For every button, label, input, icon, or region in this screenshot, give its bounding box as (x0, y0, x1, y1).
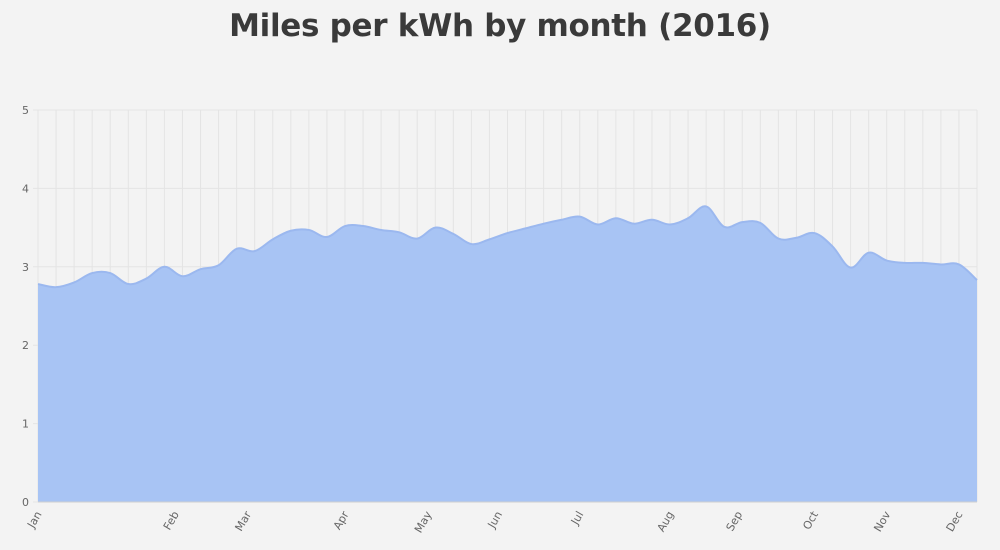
series-area (38, 206, 977, 502)
y-tick-label: 1 (22, 418, 29, 431)
y-tick-label: 5 (22, 104, 29, 117)
chart-title: Miles per kWh by month (2016) (229, 8, 771, 44)
x-tick-label: Sep (724, 509, 746, 533)
x-tick-label: Jul (568, 509, 586, 528)
x-tick-label: Apr (331, 509, 352, 532)
series-line (37, 205, 978, 289)
x-tick-label: Nov (871, 509, 893, 535)
x-tick-label: Oct (800, 508, 821, 532)
x-tick-labels: Jan Feb Mar Apr May Jun Jul Aug Sep Oct Nov Dec (24, 508, 965, 535)
y-tick-labels: 0 1 2 3 4 5 (22, 104, 29, 509)
x-tick-label: Mar (232, 509, 254, 534)
y-tick-label: 0 (22, 496, 29, 509)
x-tick-label: Feb (161, 509, 182, 532)
x-tick-label: May (412, 509, 435, 536)
x-tick-label: Aug (655, 509, 677, 534)
y-tick-label: 4 (22, 182, 29, 195)
y-tick-label: 3 (22, 261, 29, 274)
x-tick-label: Jan (24, 509, 44, 531)
x-tick-label: Dec (944, 509, 966, 534)
y-tick-label: 2 (22, 339, 29, 352)
x-tick-label: Jun (485, 509, 505, 531)
